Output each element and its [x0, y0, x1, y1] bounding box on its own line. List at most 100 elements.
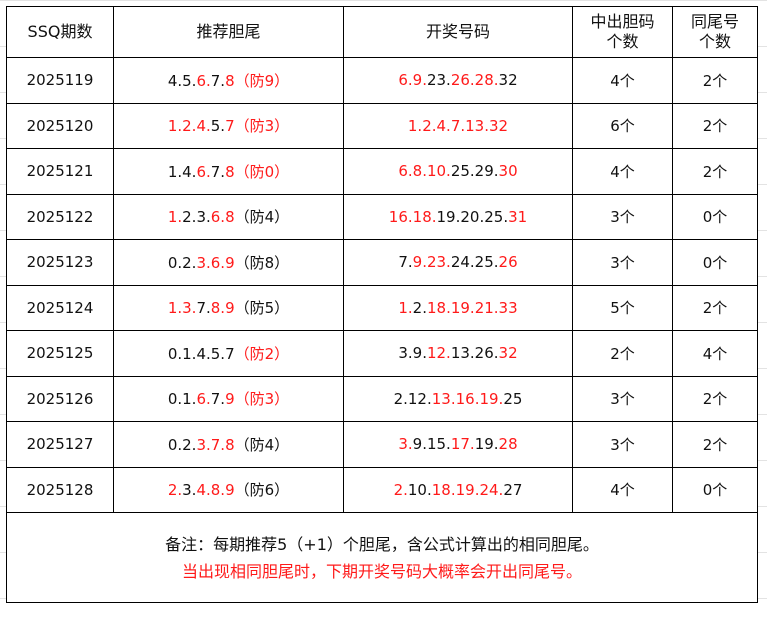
same-tail-count-cell: 4个 — [672, 330, 758, 377]
note-line-1: 备注：每期推荐5（+1）个胆尾，含公式计算出的相同胆尾。 — [165, 534, 599, 554]
header-row: SSQ期数 推荐胆尾 开奖号码 中出胆码 个数 同尾号 个数 — [6, 6, 758, 58]
plain-segment: 3. — [182, 481, 197, 500]
recommended-tails-cell: 1.3.7.8.9（防5） — [113, 284, 344, 331]
plain-segment: 2.3. — [182, 208, 211, 227]
plain-segment: 0.1.4.5.7 — [167, 344, 235, 363]
table-row: 2025124 1.3.7.8.9（防5） 1.2.18.19.21.33 5个 2个 — [6, 284, 758, 331]
highlighted-segment: 9.23. — [412, 253, 451, 272]
highlighted-segment: 18.19.24. — [431, 480, 504, 499]
highlighted-segment: 6. — [196, 71, 211, 90]
table-row: 2025127 0.2.3.7.8（防4） 3.9.15.17.19.28 3个 2个 — [6, 421, 758, 468]
recommended-tails-cell: 0.1.4.5.7（防2） — [113, 330, 344, 377]
same-tail-count-cell: 0个 — [672, 466, 758, 513]
table-row: 2025122 1.2.3.6.8（防4） 16.18.19.20.25.31 3个 0… — [6, 193, 758, 240]
plain-segment: 32 — [498, 71, 518, 90]
hit-count-cell: 3个 — [572, 375, 673, 422]
draw-numbers-cell: 6.9.23.26.28.32 — [343, 57, 573, 104]
plain-segment: 7. — [398, 253, 413, 272]
highlighted-segment: 1.2.4.7.13.32 — [407, 116, 509, 135]
draw-numbers-cell: 2.12.13.16.19.25 — [343, 375, 573, 422]
issue-cell: 2025124 — [6, 284, 114, 331]
plain-segment: 27 — [503, 480, 523, 499]
hit-count-cell: 4个 — [572, 57, 673, 104]
draw-numbers-cell: 1.2.18.19.21.33 — [343, 284, 573, 331]
plain-segment: 25 — [503, 389, 523, 408]
table-row: 2025123 0.2.3.6.9（防8） 7.9.23.24.25.26 3个 0个 — [6, 239, 758, 286]
highlighted-segment: 3.6.9 — [196, 253, 235, 272]
hit-count-cell: 5个 — [572, 284, 673, 331]
highlighted-segment: 32 — [498, 344, 518, 363]
same-tail-count-cell: 2个 — [672, 102, 758, 149]
plain-segment: 9.15. — [412, 435, 451, 454]
plain-segment: （防6） — [234, 481, 290, 500]
highlighted-segment: 1. — [398, 298, 413, 317]
plain-segment: 0.1. — [167, 390, 197, 409]
hit-count-cell: 6个 — [572, 102, 673, 149]
same-tail-count-cell: 2个 — [672, 284, 758, 331]
highlighted-segment: 16.18. — [388, 207, 437, 226]
plain-segment: 2. — [412, 298, 427, 317]
highlighted-segment: （防2） — [234, 344, 290, 363]
hit-count-cell: 3个 — [572, 193, 673, 240]
highlighted-segment: 26 — [498, 253, 518, 272]
highlighted-segment: 31 — [508, 207, 528, 226]
plain-segment: 7. — [210, 162, 226, 181]
highlighted-segment: 7（防3） — [225, 117, 290, 136]
highlighted-segment: 8（防0） — [225, 162, 290, 181]
draw-numbers-cell: 2.10.18.19.24.27 — [343, 466, 573, 513]
table-row: 2025128 2.3.4.8.9（防6） 2.10.18.19.24.27 4个 0个 — [6, 466, 758, 513]
highlighted-segment: 13.16.19. — [431, 389, 504, 408]
plain-segment: 2.12. — [393, 389, 432, 408]
plain-segment: 10. — [407, 480, 432, 499]
recommended-tails-cell: 0.2.3.7.8（防4） — [113, 421, 344, 468]
highlighted-segment: 8（防9） — [225, 71, 290, 90]
plain-segment: 19. — [474, 435, 499, 454]
note-line-2: 当出现相同胆尾时，下期开奖号码大概率会开出同尾号。 — [181, 561, 582, 581]
header-hit-count: 中出胆码 个数 — [572, 6, 673, 58]
highlighted-segment: 28 — [498, 435, 518, 454]
highlighted-segment: 6.8 — [210, 208, 235, 227]
highlighted-segment: 3. — [398, 435, 413, 454]
recommended-tails-cell: 1.4.6.7.8（防0） — [113, 148, 344, 195]
issue-cell: 2025120 — [6, 102, 114, 149]
draw-numbers-cell: 1.2.4.7.13.32 — [343, 102, 573, 149]
highlighted-segment: 2. — [167, 481, 183, 500]
issue-cell: 2025121 — [6, 148, 114, 195]
same-tail-count-cell: 2个 — [672, 421, 758, 468]
highlighted-segment: 6. — [196, 390, 211, 409]
header-same-tail-count: 同尾号 个数 — [672, 6, 758, 58]
note-row: 备注：每期推荐5（+1）个胆尾，含公式计算出的相同胆尾。 当出现相同胆尾时，下期… — [6, 512, 758, 603]
header-issue: SSQ期数 — [6, 6, 114, 58]
recommended-tails-cell: 0.1.6.7.9（防3） — [113, 375, 344, 422]
draw-numbers-cell: 3.9.15.17.19.28 — [343, 421, 573, 468]
highlighted-segment: 1.3. — [167, 299, 197, 318]
same-tail-count-cell: 2个 — [672, 57, 758, 104]
recommended-tails-cell: 0.2.3.6.9（防8） — [113, 239, 344, 286]
issue-cell: 2025119 — [6, 57, 114, 104]
highlighted-segment: 1. — [167, 208, 183, 227]
ssq-table: SSQ期数 推荐胆尾 开奖号码 中出胆码 个数 同尾号 个数 2025119 4.… — [6, 6, 758, 603]
table-row: 2025119 4.5.6.7.8（防9） 6.9.23.26.28.32 4个 2个 — [6, 57, 758, 104]
highlighted-segment: 4.8.9 — [196, 481, 235, 500]
highlighted-segment: 17. — [450, 435, 475, 454]
table-row: 2025121 1.4.6.7.8（防0） 6.8.10.25.29.30 4个 2个 — [6, 148, 758, 195]
highlighted-segment: 2. — [393, 480, 408, 499]
highlighted-segment: 12. — [426, 344, 451, 363]
plain-segment: 25.29. — [450, 162, 499, 181]
header-draw-numbers: 开奖号码 — [343, 6, 573, 58]
note-cell: 备注：每期推荐5（+1）个胆尾，含公式计算出的相同胆尾。 当出现相同胆尾时，下期… — [6, 512, 758, 603]
highlighted-segment: 18.19.21.33 — [426, 298, 518, 317]
highlighted-segment: 6. — [196, 162, 211, 181]
issue-cell: 2025126 — [6, 375, 114, 422]
plain-segment: （防8） — [234, 253, 290, 272]
plain-segment: （防4） — [234, 208, 290, 227]
plain-segment: 7. — [210, 71, 226, 90]
same-tail-count-cell: 0个 — [672, 193, 758, 240]
highlighted-segment: 6.9. — [398, 71, 427, 90]
draw-numbers-cell: 3.9.12.13.26.32 — [343, 330, 573, 377]
draw-numbers-cell: 7.9.23.24.25.26 — [343, 239, 573, 286]
table-row: 2025126 0.1.6.7.9（防3） 2.12.13.16.19.25 3个 2个 — [6, 375, 758, 422]
highlighted-segment: 26.28. — [450, 71, 499, 90]
table-row: 2025120 1.2.4.5.7（防3） 1.2.4.7.13.32 6个 2个 — [6, 102, 758, 149]
plain-segment: 19.20.25. — [436, 207, 509, 226]
